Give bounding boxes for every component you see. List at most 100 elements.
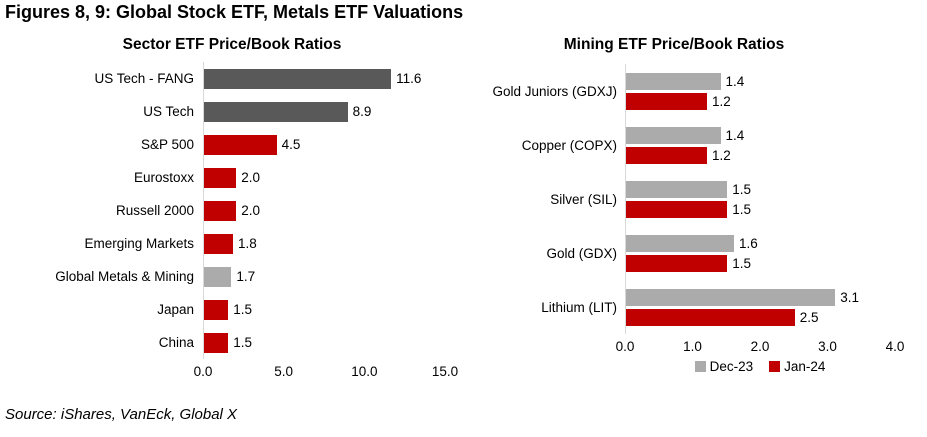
bar	[626, 234, 734, 252]
mining-etf-chart: Mining ETF Price/Book Ratios Gold Junior…	[462, 36, 922, 374]
sector-etf-chart: Sector ETF Price/Book Ratios US Tech - F…	[8, 36, 458, 380]
bar-plot: 1.4 1.2	[625, 118, 896, 172]
bar	[204, 233, 234, 254]
bar-plot: 11.6	[203, 62, 446, 95]
axis-tick: 2.0	[750, 339, 770, 354]
bar-plot: 1.6 1.5	[625, 226, 896, 280]
value-label: 1.2	[712, 93, 731, 109]
bar	[204, 332, 229, 353]
bar-plot: 2.0	[203, 194, 446, 227]
chart-row: China 1.5	[8, 326, 458, 359]
value-label: 1.8	[238, 236, 257, 251]
sector-chart-x-axis: 0.0 5.0 10.0 15.0	[194, 362, 459, 380]
chart-row: Eurostoxx 2.0	[8, 161, 458, 194]
category-label: Gold Juniors (GDXJ)	[492, 83, 617, 99]
legend-item: Dec-23	[694, 359, 754, 374]
category-label: Eurostoxx	[133, 170, 194, 185]
legend-label: Jan-24	[784, 359, 826, 374]
bar-row: 1.6	[626, 234, 896, 252]
category-label: S&P 500	[140, 137, 194, 152]
category-label: Japan	[157, 302, 194, 317]
legend-label: Dec-23	[709, 359, 754, 374]
category-label: China	[158, 335, 194, 350]
sector-chart-title: Sector ETF Price/Book Ratios	[122, 36, 342, 53]
chart-group-row: Silver (SIL) 1.5 1.5	[462, 172, 922, 226]
chart-row: Russell 2000 2.0	[8, 194, 458, 227]
value-label: 2.5	[799, 309, 819, 325]
bar	[626, 200, 728, 218]
chart-row: US Tech - FANG 11.6	[8, 62, 458, 95]
category-label: US Tech - FANG	[94, 71, 194, 86]
bar-plot: 1.4 1.2	[625, 64, 896, 118]
value-label: 1.4	[725, 127, 745, 143]
bar-row: 1.5	[626, 180, 896, 198]
chart-group-row: Lithium (LIT) 3.1 2.5	[462, 280, 922, 334]
chart-row: Emerging Markets 1.8	[8, 227, 458, 260]
category-label: Copper (COPX)	[521, 137, 617, 153]
value-label: 1.5	[233, 335, 252, 350]
bar-plot: 1.7	[203, 260, 446, 293]
chart-group-row: Gold Juniors (GDXJ) 1.4 1.2	[462, 64, 922, 118]
mining-chart-rows: Gold Juniors (GDXJ) 1.4 1.2 Copper (COPX) 1.…	[462, 64, 922, 334]
axis-tick: 15.0	[431, 364, 459, 379]
bar-plot: 1.5	[203, 293, 446, 326]
bar-row: 3.1	[626, 288, 896, 306]
bar	[204, 68, 392, 89]
value-label: 1.4	[725, 73, 745, 89]
value-label: 3.1	[840, 289, 860, 305]
sector-chart-rows: US Tech - FANG 11.6 US Tech 8.9 S&P 500 4.5 Eu…	[8, 62, 458, 359]
bar-row: 1.2	[626, 92, 896, 110]
category-label: Emerging Markets	[84, 236, 194, 251]
axis-tick: 10.0	[351, 364, 378, 379]
legend-item: Jan-24	[769, 359, 825, 374]
bar	[626, 126, 721, 144]
value-label: 1.7	[236, 269, 256, 284]
value-label: 1.5	[732, 181, 752, 197]
axis-tick: 4.0	[885, 339, 905, 354]
bar	[626, 308, 795, 326]
value-label: 1.5	[233, 302, 252, 317]
chart-row: S&P 500 4.5	[8, 128, 458, 161]
bar-plot: 4.5	[203, 128, 446, 161]
category-label: Russell 2000	[115, 203, 194, 218]
axis-tick: 5.0	[274, 364, 294, 379]
mining-chart-x-axis: 0.0 1.0 2.0 3.0 4.0	[616, 337, 905, 355]
chart-group-row: Gold (GDX) 1.6 1.5	[462, 226, 922, 280]
value-label: 1.5	[732, 255, 752, 271]
value-label: 1.5	[732, 201, 752, 217]
category-label: US Tech	[143, 104, 194, 119]
legend-swatch	[694, 361, 706, 372]
bar	[626, 72, 721, 90]
value-label: 2.0	[241, 170, 261, 185]
value-label: 8.9	[352, 104, 372, 119]
axis-tick: 1.0	[683, 339, 702, 354]
bar	[204, 299, 229, 320]
bar	[626, 180, 728, 198]
bar	[204, 266, 232, 287]
value-label: 4.5	[281, 137, 301, 152]
bar-plot: 1.8	[203, 227, 446, 260]
category-label: Global Metals & Mining	[55, 269, 194, 284]
axis-tick: 0.0	[193, 364, 213, 379]
mining-chart-legend: Dec-23 Jan-24	[625, 359, 895, 374]
bar-row: 1.5	[626, 200, 896, 218]
bar	[626, 288, 836, 306]
value-label: 1.2	[712, 147, 731, 163]
category-label: Silver (SIL)	[550, 191, 617, 207]
axis-tick: 0.0	[615, 339, 635, 354]
chart-row: Japan 1.5	[8, 293, 458, 326]
bar-row: 2.5	[626, 308, 896, 326]
figure-title: Figures 8, 9: Global Stock ETF, Metals E…	[5, 2, 464, 22]
bar	[204, 134, 277, 155]
bar-plot: 8.9	[203, 95, 446, 128]
chart-group-row: Copper (COPX) 1.4 1.2	[462, 118, 922, 172]
bar-plot: 1.5 1.5	[625, 172, 896, 226]
bar	[626, 146, 707, 164]
source-note: Source: iShares, VanEck, Global X	[5, 406, 238, 423]
bar	[626, 92, 707, 110]
bar-row: 1.5	[626, 254, 896, 272]
chart-row: Global Metals & Mining 1.7	[8, 260, 458, 293]
bar-row: 1.4	[626, 72, 896, 90]
bar-plot: 2.0	[203, 161, 446, 194]
